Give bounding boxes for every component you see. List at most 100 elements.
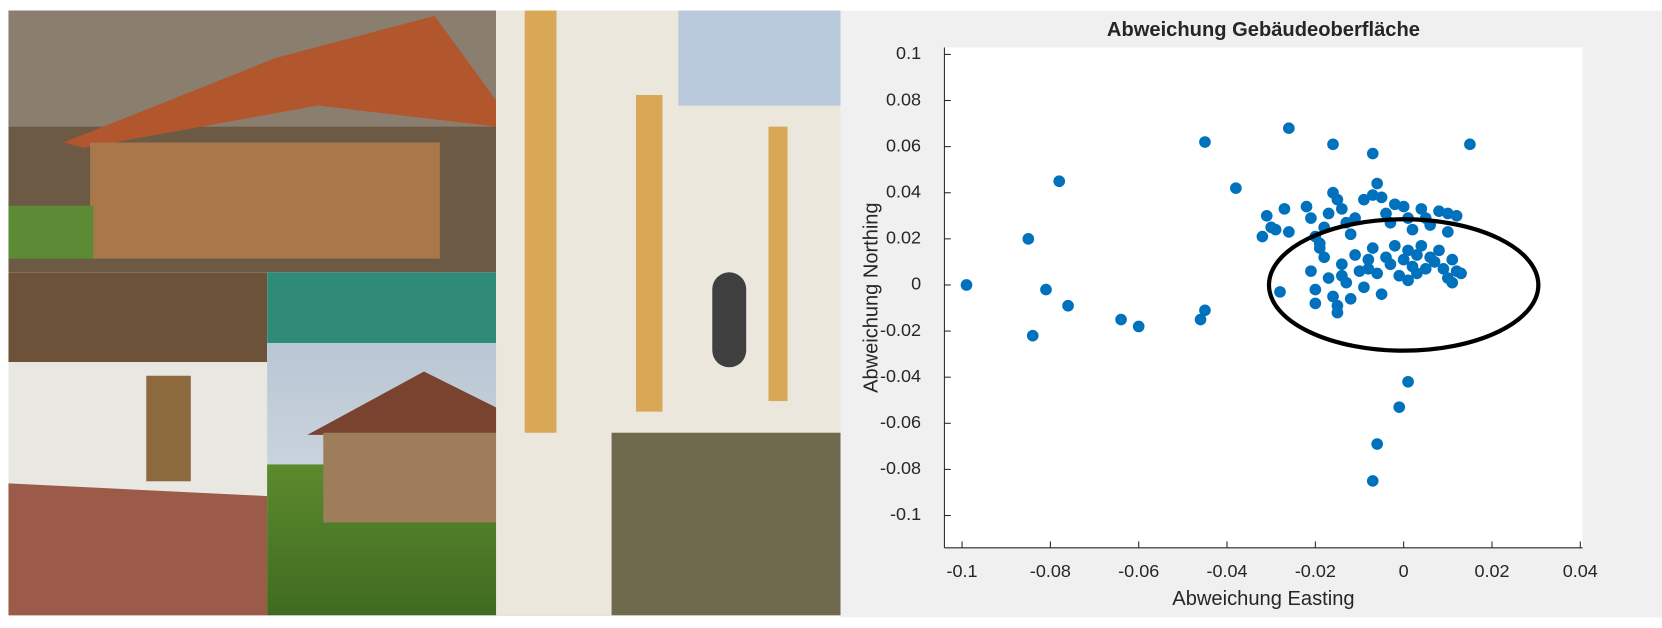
point bbox=[1040, 283, 1052, 296]
point bbox=[1358, 193, 1370, 206]
point bbox=[1283, 122, 1295, 134]
photo-wall bbox=[90, 142, 440, 259]
point bbox=[1446, 253, 1459, 266]
point bbox=[1437, 263, 1450, 275]
chart-title: Abweichung Gebäudeoberfläche bbox=[1107, 19, 1420, 41]
point bbox=[1062, 299, 1074, 312]
point bbox=[1389, 198, 1401, 211]
point bbox=[1375, 191, 1388, 204]
point bbox=[1411, 249, 1423, 261]
point bbox=[1305, 212, 1317, 224]
x-tick-label: -0.08 bbox=[1030, 561, 1071, 581]
photo-pilaster bbox=[768, 126, 788, 402]
point bbox=[1402, 244, 1414, 257]
point bbox=[1353, 265, 1366, 277]
x-tick-label: 0.02 bbox=[1474, 561, 1509, 581]
x-tick-label: -0.1 bbox=[947, 561, 978, 581]
y-axis-label: Abweichung Northing bbox=[861, 202, 883, 392]
point bbox=[1441, 226, 1454, 238]
point bbox=[1115, 313, 1127, 326]
photo-floor bbox=[8, 483, 268, 616]
point bbox=[1300, 200, 1313, 213]
y-tick-label: -0.1 bbox=[890, 504, 921, 524]
point bbox=[1256, 230, 1269, 243]
point bbox=[1411, 267, 1423, 280]
x-axis-label: Abweichung Easting bbox=[1172, 588, 1354, 610]
point bbox=[1344, 228, 1357, 241]
point bbox=[1331, 193, 1344, 206]
y-tick-label: -0.06 bbox=[880, 412, 921, 432]
point bbox=[1309, 283, 1322, 296]
y-tick-label: -0.04 bbox=[880, 366, 921, 386]
point bbox=[1199, 304, 1211, 317]
point bbox=[1269, 223, 1282, 236]
point bbox=[1260, 209, 1273, 222]
point bbox=[1384, 258, 1397, 271]
point bbox=[1366, 147, 1379, 160]
point bbox=[1278, 203, 1291, 215]
point bbox=[1022, 233, 1035, 245]
photo-window bbox=[712, 272, 747, 368]
point bbox=[1336, 269, 1348, 282]
photo-cabin-roof bbox=[307, 371, 552, 435]
point bbox=[1336, 258, 1348, 271]
y-tick-label: 0.1 bbox=[896, 43, 921, 63]
y-tick-label: 0 bbox=[911, 274, 921, 294]
point bbox=[1318, 251, 1331, 264]
point bbox=[1371, 438, 1383, 450]
point bbox=[1397, 253, 1410, 266]
point bbox=[1327, 138, 1339, 151]
x-tick-label: 0.04 bbox=[1563, 561, 1598, 581]
point bbox=[1362, 253, 1375, 266]
y-tick-label: 0.08 bbox=[886, 89, 921, 109]
point bbox=[1402, 274, 1414, 287]
point bbox=[1327, 290, 1339, 303]
photo-church-sky bbox=[678, 10, 841, 106]
point bbox=[1366, 475, 1379, 487]
photo-steps bbox=[611, 432, 841, 616]
point bbox=[1194, 313, 1207, 326]
point bbox=[1344, 292, 1357, 305]
photo-door bbox=[146, 375, 191, 482]
y-tick-label: 0.02 bbox=[886, 228, 921, 248]
point bbox=[1464, 138, 1476, 151]
y-tick-label: -0.02 bbox=[880, 320, 921, 340]
point bbox=[1349, 249, 1361, 261]
point bbox=[1402, 375, 1414, 388]
point bbox=[1322, 207, 1335, 220]
point bbox=[1397, 200, 1410, 213]
photo-cabin-wall bbox=[323, 432, 520, 523]
x-tick-label: -0.04 bbox=[1207, 561, 1248, 581]
photo-pool bbox=[267, 272, 497, 344]
x-tick-label: -0.02 bbox=[1295, 561, 1336, 581]
point bbox=[1455, 267, 1467, 280]
photo-roof bbox=[63, 15, 497, 148]
point bbox=[1380, 207, 1392, 220]
point bbox=[1305, 265, 1317, 277]
point bbox=[1132, 320, 1145, 333]
point bbox=[1433, 205, 1445, 217]
point bbox=[1428, 256, 1441, 268]
point bbox=[1053, 175, 1066, 188]
point bbox=[1336, 203, 1348, 215]
y-tick-label: 0.06 bbox=[886, 135, 921, 155]
photo-pilaster bbox=[524, 10, 557, 433]
point bbox=[1450, 209, 1463, 222]
y-tick-label: 0.04 bbox=[886, 182, 921, 202]
point bbox=[1322, 272, 1335, 284]
photo-lawn bbox=[8, 205, 94, 259]
point bbox=[1366, 242, 1379, 254]
point bbox=[1026, 329, 1039, 342]
point bbox=[1419, 263, 1432, 275]
point bbox=[1371, 267, 1383, 280]
point bbox=[1371, 177, 1383, 190]
y-tick-label: -0.08 bbox=[880, 458, 921, 478]
point bbox=[1393, 401, 1406, 413]
point bbox=[1415, 239, 1428, 252]
photo-ceiling bbox=[8, 272, 268, 363]
point bbox=[1441, 207, 1454, 220]
point bbox=[1199, 136, 1211, 148]
point bbox=[960, 279, 973, 291]
point bbox=[1433, 244, 1445, 257]
